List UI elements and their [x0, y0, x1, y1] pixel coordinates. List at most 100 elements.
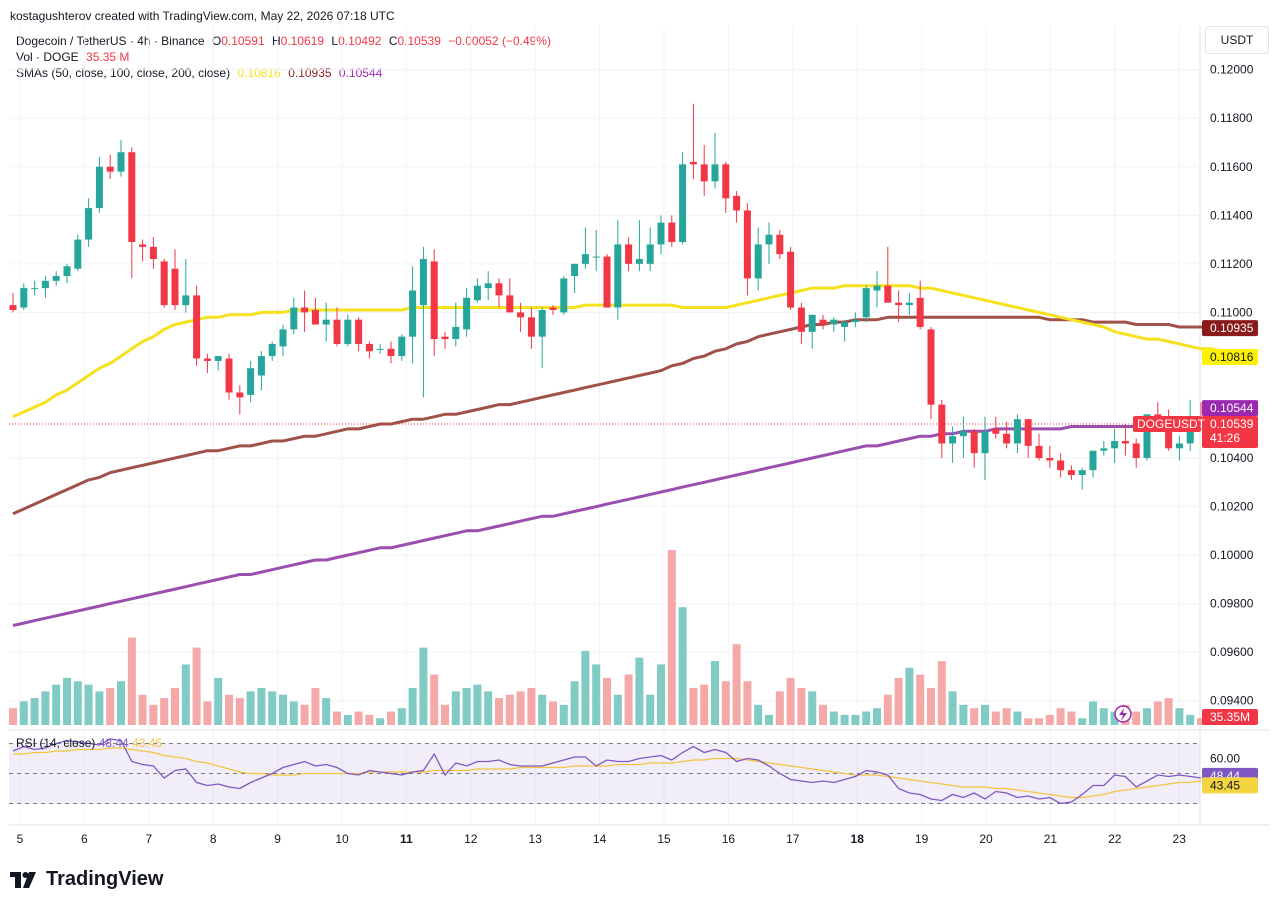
- volume-bar: [603, 677, 611, 725]
- volume-bar: [1175, 708, 1184, 725]
- volume-bar: [397, 708, 406, 725]
- x-tick-label: 18: [851, 832, 865, 846]
- candle-body: [311, 309, 319, 325]
- ohlc-close: 0.10539: [397, 34, 441, 48]
- volume-bar: [840, 714, 849, 725]
- candle-body: [63, 266, 71, 276]
- badge-text: 0.10544: [1210, 401, 1254, 415]
- candle-body: [754, 244, 762, 279]
- candle-body: [862, 288, 870, 318]
- volume-bar: [279, 694, 287, 725]
- y-tick-label: 0.09800: [1210, 597, 1254, 611]
- candle-body: [1003, 433, 1011, 444]
- candle-body: [970, 431, 978, 454]
- candle-body: [959, 431, 967, 437]
- volume-bar: [948, 691, 957, 725]
- candle-body: [203, 358, 211, 361]
- candle-body: [711, 164, 719, 182]
- volume-label[interactable]: Vol · DOGE: [16, 50, 79, 64]
- volume-bar: [9, 708, 17, 725]
- candle-body: [149, 246, 157, 259]
- volume-bar: [181, 664, 190, 725]
- candle-body: [884, 285, 892, 303]
- candle-body: [398, 336, 406, 357]
- volume-bar: [203, 701, 212, 725]
- candle-body: [819, 319, 827, 325]
- candle-body: [52, 275, 60, 281]
- x-tick-label: 10: [335, 832, 349, 846]
- candle-body: [765, 234, 773, 245]
- y-tick-label: 0.10000: [1210, 548, 1254, 562]
- ohlc-high-label: H: [271, 34, 281, 48]
- candle-body: [1024, 419, 1032, 446]
- volume-bar: [1153, 701, 1162, 725]
- volume-bar: [84, 684, 93, 725]
- volume-bar: [797, 687, 806, 725]
- candle-body: [1013, 419, 1021, 444]
- candle-body: [517, 312, 525, 318]
- rsi-label[interactable]: RSI (14, close): [16, 736, 96, 750]
- symbol-title[interactable]: Dogecoin / TetherUS · 4h · Binance: [16, 34, 205, 48]
- volume-value: 35.35 M: [86, 50, 130, 64]
- candle-body: [657, 222, 665, 245]
- volume-bar: [52, 684, 61, 725]
- volume-bar: [635, 657, 644, 725]
- volume-bar: [462, 687, 471, 725]
- y-tick-label: 0.12000: [1210, 63, 1254, 77]
- candle-body: [841, 322, 849, 327]
- x-tick-label: 16: [722, 832, 736, 846]
- sma50-badge: 0.10816: [1202, 349, 1258, 366]
- candle-body: [1035, 445, 1043, 459]
- badge-text: 41:26: [1210, 431, 1240, 445]
- candle-body: [484, 283, 492, 289]
- candle-body: [549, 307, 557, 310]
- volume-bar: [743, 681, 752, 725]
- candle-body: [1067, 470, 1075, 476]
- candle-body: [117, 152, 125, 172]
- candle-body: [1121, 441, 1129, 444]
- candle-body: [506, 295, 514, 313]
- tradingview-logo[interactable]: TradingView: [10, 868, 163, 891]
- candle-body: [344, 319, 352, 344]
- lightning-icon: [1114, 705, 1132, 723]
- volume-bar: [927, 687, 935, 725]
- volume-bar: [862, 711, 871, 725]
- x-tick-label: 8: [210, 832, 217, 846]
- candle-body: [1046, 458, 1054, 461]
- candle-body: [776, 234, 784, 255]
- rsi-value: 48.44: [98, 736, 129, 750]
- volume-bar: [214, 677, 223, 725]
- candle-body: [949, 436, 957, 444]
- volume-bar: [41, 691, 50, 725]
- candle-body: [1111, 441, 1119, 449]
- volume-bar: [246, 691, 255, 725]
- y-tick-label: 0.11200: [1210, 257, 1253, 271]
- currency-selector[interactable]: USDT: [1205, 26, 1269, 54]
- volume-bar: [117, 681, 125, 725]
- candle-body: [473, 285, 481, 301]
- badge-bg: [1202, 349, 1258, 366]
- candle-body: [571, 263, 579, 276]
- volume-bar: [689, 687, 698, 725]
- candle-body: [74, 239, 82, 269]
- candle-body: [808, 314, 816, 332]
- ohlc-open-label: O: [211, 34, 222, 48]
- volume-bar: [559, 704, 568, 725]
- volume-bar: [1164, 698, 1173, 725]
- volume-bar: [1132, 711, 1141, 725]
- y-tick-label: 0.11000: [1210, 305, 1253, 319]
- candle-body: [387, 348, 395, 357]
- y-tick-label: 0.11600: [1210, 160, 1253, 174]
- candle-body: [41, 280, 49, 289]
- candle-body: [128, 152, 136, 243]
- volume-bar: [451, 691, 460, 725]
- volume-bar: [484, 691, 493, 725]
- volume-bar: [1067, 711, 1076, 725]
- symbol-badge: DOGEUSDT: [1133, 416, 1206, 433]
- volume-bar: [1143, 708, 1151, 725]
- volume-bar: [419, 647, 428, 725]
- badge-text: 0.10539: [1210, 417, 1254, 431]
- candle-body: [722, 164, 730, 199]
- candle-series: [9, 103, 1227, 490]
